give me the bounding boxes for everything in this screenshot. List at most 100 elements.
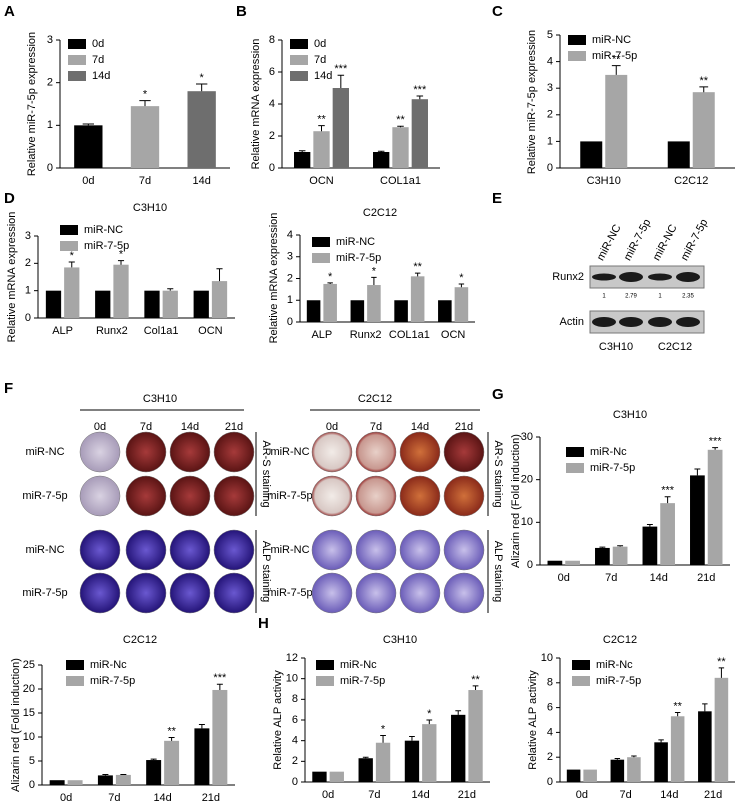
bar bbox=[612, 546, 628, 565]
legend-label: miR-Nc bbox=[590, 446, 627, 458]
x-tick-label: ALP bbox=[311, 329, 332, 341]
legend-label: 7d bbox=[314, 54, 326, 66]
error-bar bbox=[168, 736, 175, 741]
y-tick-label: 12 bbox=[286, 652, 298, 664]
bar bbox=[690, 475, 705, 565]
well bbox=[399, 572, 441, 614]
row-label: miR-NC bbox=[270, 544, 309, 556]
bar bbox=[583, 769, 597, 782]
legend-swatch bbox=[312, 253, 330, 263]
well bbox=[79, 572, 121, 614]
y-tick-label: 2 bbox=[47, 77, 53, 89]
day-label: 0d bbox=[94, 421, 106, 433]
bar bbox=[212, 689, 228, 785]
blot-band bbox=[676, 272, 700, 282]
panel-letter: C bbox=[492, 3, 503, 20]
x-tick-label: 0d bbox=[576, 789, 588, 801]
bar bbox=[565, 560, 580, 565]
well bbox=[169, 431, 211, 473]
y-tick-label: 20 bbox=[23, 683, 35, 695]
error-bar bbox=[327, 282, 333, 284]
significance: * bbox=[328, 271, 333, 283]
error-bar bbox=[611, 65, 621, 75]
y-tick-label: 4 bbox=[287, 229, 293, 241]
day-label: 21d bbox=[225, 421, 243, 433]
bar bbox=[404, 740, 420, 782]
bar bbox=[367, 285, 381, 322]
bar bbox=[144, 290, 160, 318]
y-tick-label: 8 bbox=[269, 34, 275, 46]
y-tick-label: 4 bbox=[547, 726, 553, 738]
bar bbox=[97, 775, 113, 785]
error-bar bbox=[298, 150, 306, 152]
legend-label: miR-NC bbox=[592, 34, 631, 46]
bar bbox=[194, 728, 210, 785]
bar bbox=[627, 757, 641, 782]
y-tick-label: 0 bbox=[29, 779, 35, 791]
y-tick-label: 5 bbox=[547, 29, 553, 41]
well bbox=[399, 475, 441, 517]
error-bar bbox=[397, 125, 404, 128]
quantification: 1 bbox=[602, 294, 606, 300]
error-bar bbox=[216, 683, 223, 690]
error-bar bbox=[458, 283, 465, 288]
y-tick-label: 3 bbox=[287, 251, 293, 263]
bar bbox=[654, 742, 668, 782]
y-tick-label: 6 bbox=[292, 714, 298, 726]
error-bar bbox=[646, 523, 653, 527]
bar bbox=[358, 758, 373, 782]
error-bar bbox=[196, 83, 208, 92]
legend-swatch bbox=[316, 676, 334, 686]
error-bar bbox=[674, 712, 681, 717]
x-tick-label: 7d bbox=[108, 792, 120, 802]
blot-band bbox=[648, 273, 672, 281]
quantification: 2.35 bbox=[682, 294, 694, 300]
y-axis-label: Alizarin red (Fold induction) bbox=[510, 434, 522, 568]
error-bar bbox=[377, 150, 385, 152]
x-tick-label: 0d bbox=[558, 572, 570, 584]
y-tick-label: 10 bbox=[23, 731, 35, 743]
significance: ** bbox=[471, 674, 480, 686]
y-tick-label: 0 bbox=[547, 162, 553, 174]
panel-letter: A bbox=[4, 3, 15, 20]
bar bbox=[605, 74, 628, 168]
panel-letter: D bbox=[4, 190, 15, 207]
stain-label: AR-S staining bbox=[492, 440, 504, 507]
day-label: 14d bbox=[411, 421, 429, 433]
y-tick-label: 0 bbox=[269, 162, 275, 174]
significance: ** bbox=[612, 53, 621, 65]
x-tick-label: Runx2 bbox=[350, 329, 382, 341]
y-tick-label: 0 bbox=[47, 162, 53, 174]
y-tick-label: 0 bbox=[547, 776, 553, 788]
chart-title: C2C12 bbox=[603, 634, 637, 646]
bar bbox=[375, 742, 391, 782]
legend-label: 0d bbox=[92, 38, 104, 50]
bar bbox=[350, 300, 365, 322]
significance: *** bbox=[661, 485, 675, 497]
error-bar bbox=[414, 272, 421, 277]
error-bar bbox=[614, 757, 621, 760]
x-tick-label: 0d bbox=[82, 175, 94, 187]
bar bbox=[547, 560, 563, 565]
well bbox=[443, 529, 485, 571]
legend-label: miR-NC bbox=[336, 236, 375, 248]
quantification: 2.79 bbox=[625, 294, 637, 300]
blot-band bbox=[619, 317, 643, 327]
x-tick-label: 7d bbox=[368, 789, 380, 801]
x-tick-label: 21d bbox=[202, 792, 220, 802]
significance: ** bbox=[717, 656, 726, 668]
panel-letter: G bbox=[492, 386, 504, 403]
chart-title: C3H10 bbox=[133, 202, 167, 214]
legend-swatch bbox=[572, 676, 590, 686]
well bbox=[399, 529, 441, 571]
y-axis-label: Relative mRNA expression bbox=[6, 212, 18, 343]
error-bar bbox=[409, 736, 415, 741]
well bbox=[443, 475, 485, 517]
well bbox=[311, 529, 353, 571]
y-tick-label: 4 bbox=[547, 56, 553, 68]
bar bbox=[698, 711, 712, 782]
row-label: Runx2 bbox=[552, 271, 584, 283]
y-axis-label: Relative miR-7-5p expression bbox=[26, 32, 38, 176]
legend-label: 14d bbox=[92, 70, 110, 82]
